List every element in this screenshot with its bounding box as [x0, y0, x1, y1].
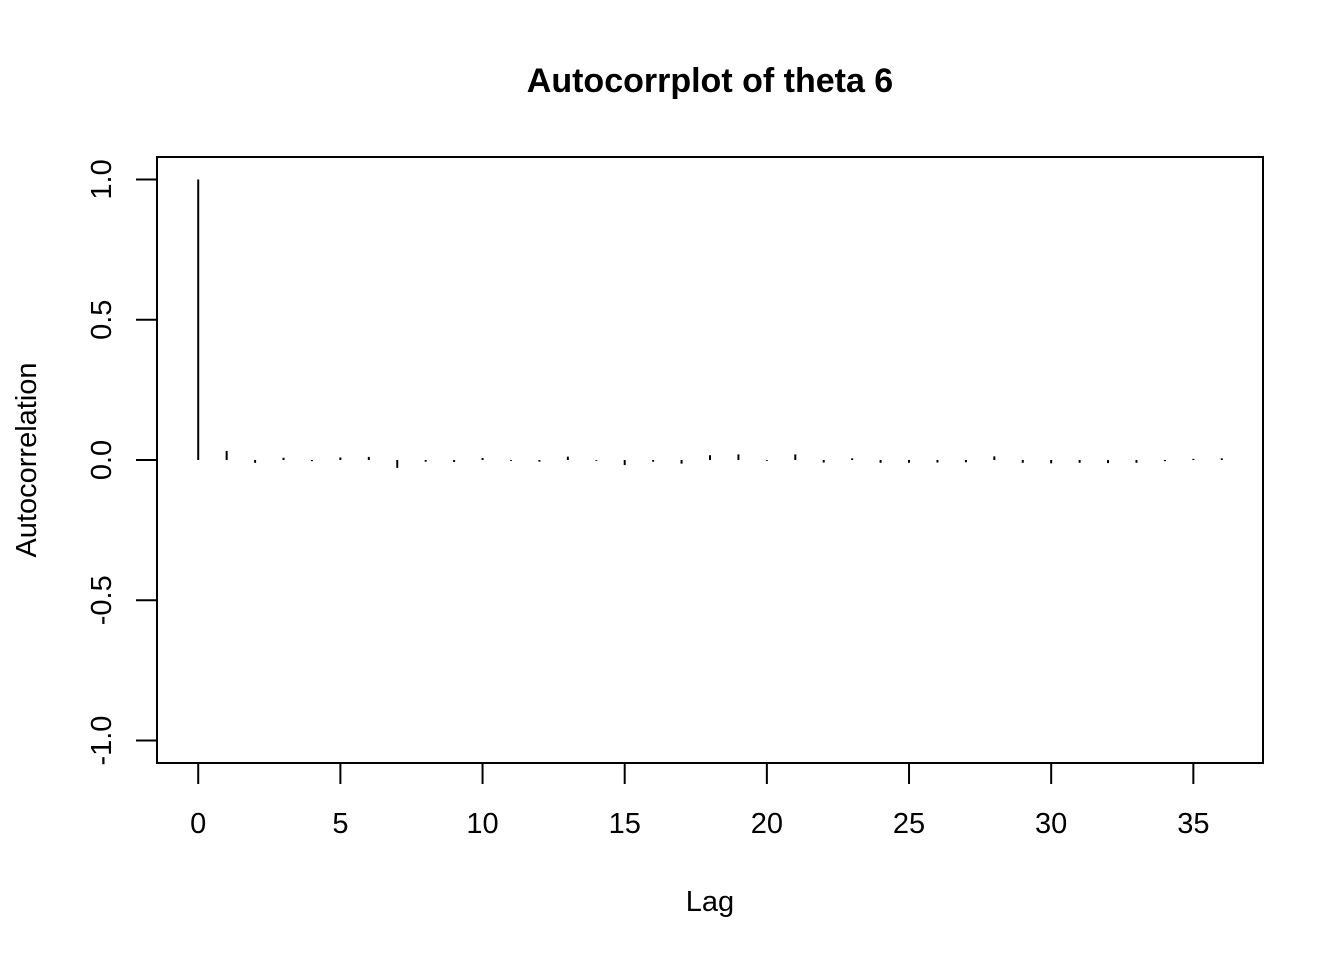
x-tick-label: 5 — [332, 808, 348, 840]
x-tick-label: 0 — [190, 808, 206, 840]
x-tick-label: 10 — [466, 808, 498, 840]
x-axis-label: Lag — [686, 886, 734, 918]
x-tick-label: 35 — [1177, 808, 1209, 840]
y-tick-label: -0.5 — [86, 575, 118, 625]
chart-title: Autocorrplot of theta 6 — [527, 62, 893, 100]
x-axis: 0 5 10 15 20 25 30 35 — [190, 762, 1209, 840]
x-tick-label: 25 — [893, 808, 925, 840]
x-tick-label: 15 — [609, 808, 641, 840]
acf-bars — [197, 179, 1223, 468]
y-axis-label: Autocorrelation — [11, 362, 43, 557]
x-tick-label: 20 — [751, 808, 783, 840]
y-tick-label: -1.0 — [86, 716, 118, 766]
x-tick-label: 30 — [1035, 808, 1067, 840]
y-axis: -1.0 -0.5 0.0 0.5 1.0 — [86, 159, 158, 766]
y-tick-label: 1.0 — [86, 159, 118, 199]
y-tick-label: 0.5 — [86, 300, 118, 340]
y-tick-label: 0.0 — [86, 440, 118, 480]
